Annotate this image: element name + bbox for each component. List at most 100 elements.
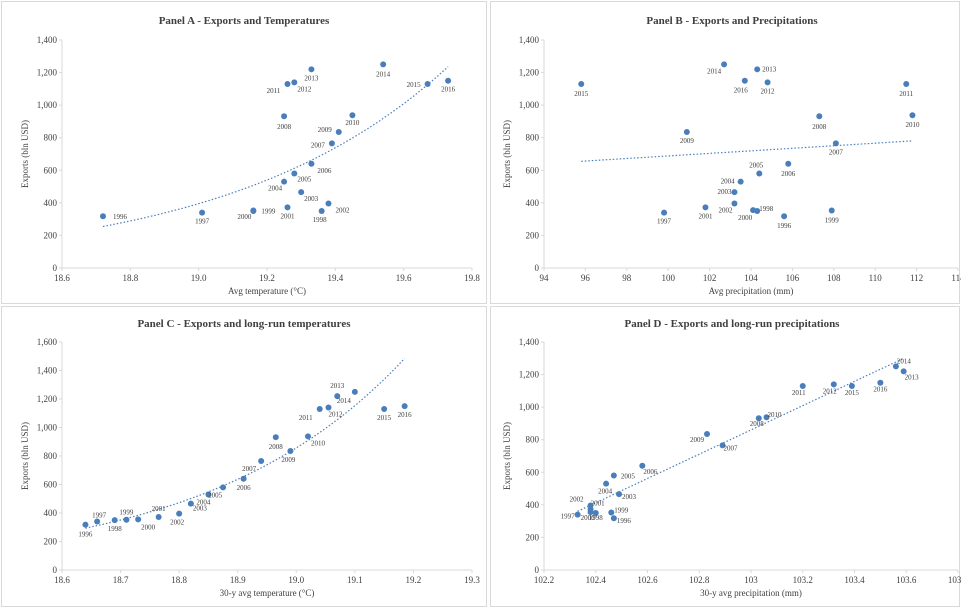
- panel-a-point-label-2014: 2014: [376, 70, 391, 78]
- panel-d-y-tick-label: 400: [526, 500, 540, 510]
- panel-b-point-label-2011: 2011: [899, 90, 913, 98]
- panel-b-x-tick-label: 94: [540, 273, 550, 283]
- panel-c-point-2007: [258, 457, 265, 464]
- panel-d-point-label-2001: 2001: [591, 499, 606, 507]
- panel-b-x-tick-label: 100: [661, 273, 675, 283]
- panel-b-y-tick-label: 800: [526, 133, 540, 143]
- panel-c-point-label-2001: 2001: [152, 505, 167, 513]
- panel-b-point-label-2010: 2010: [905, 121, 920, 129]
- panel-b-y-axis-label: Exports (bln USD): [502, 120, 512, 188]
- panel-d-point-label-2011: 2011: [792, 389, 806, 397]
- panel-c-point-label-2013: 2013: [330, 382, 345, 390]
- panel-c-point-2000: [135, 516, 142, 523]
- panel-d-x-axis-label: 30-y avg precipitation (mm): [700, 588, 802, 598]
- panel-a-point-label-2013: 2013: [304, 74, 319, 82]
- panel-c-y-tick-label: 1,600: [37, 337, 58, 347]
- panel-b-y-tick-label: 1,000: [519, 100, 540, 110]
- panel-c-point-2012: [325, 404, 332, 411]
- panel-c-y-tick-label: 600: [44, 480, 58, 490]
- panel-a-point-label-2010: 2010: [345, 119, 360, 127]
- panel-c-point-label-1997: 1997: [92, 512, 107, 520]
- panel-d-y-tick-label: 1,200: [519, 370, 540, 380]
- panel-b-y-tick-label: 1,400: [519, 35, 540, 45]
- panel-d-x-tick-label: 102.2: [534, 575, 554, 585]
- panel-c-point-label-1996: 1996: [78, 531, 93, 539]
- panel-a-point-label-2005: 2005: [297, 176, 312, 184]
- panel-b-point-1996: [781, 213, 788, 220]
- panel-d-x-tick-label: 103.4: [844, 575, 865, 585]
- panel-a-point-2016: [445, 77, 452, 84]
- panel-c-x-tick-label: 18.9: [230, 575, 246, 585]
- panel-d-y-tick-label: 800: [526, 435, 540, 445]
- panel-b-x-axis-label: Avg precipitation (mm): [709, 286, 794, 296]
- panel-c-point-2015: [381, 405, 388, 412]
- panel-c-point-label-1998: 1998: [108, 525, 123, 533]
- panel-a-point-1998: [318, 208, 325, 214]
- panel-a-point-label-2016: 2016: [441, 86, 456, 94]
- panel-d-x-tick-label: 102.4: [586, 575, 607, 585]
- panel-d-point-label-1996: 1996: [617, 517, 632, 525]
- panel-a-x-tick-label: 19.8: [464, 273, 480, 283]
- panel-c-y-tick-label: 1,000: [37, 423, 58, 433]
- panel-c-point-2006: [240, 475, 247, 482]
- panel-d-y-tick-label: 200: [526, 532, 540, 542]
- panel-a-title: Panel A - Exports and Temperatures: [159, 15, 330, 27]
- panel-a-point-label-2012: 2012: [297, 85, 312, 93]
- panel-c-x-tick-label: 18.6: [54, 575, 70, 585]
- panel-c-point-label-2008: 2008: [269, 443, 284, 451]
- panel-a-point-2001: [284, 204, 291, 211]
- panel-b-x-tick-label: 110: [869, 273, 883, 283]
- panel-a-point-label-1996: 1996: [113, 213, 128, 221]
- panel-a-trendline: [102, 66, 449, 228]
- panel-b-point-2006: [785, 160, 792, 167]
- panel-a-point-2006: [308, 160, 315, 167]
- panel-d-point-1998: [592, 510, 599, 516]
- panel-b-x-tick-label: 106: [786, 273, 800, 283]
- panel-c-trendline: [85, 357, 406, 529]
- panel-c-point-label-2010: 2010: [311, 439, 326, 447]
- panel-b-title: Panel B - Exports and Precipitations: [646, 15, 818, 27]
- panel-a-x-tick-label: 18.6: [54, 273, 70, 283]
- panel-d-point-label-1998: 1998: [589, 514, 604, 522]
- panel-b-point-2010: [909, 112, 916, 119]
- panel-c-y-tick-label: 400: [44, 508, 58, 518]
- panel-b-point-label-2015: 2015: [574, 90, 589, 98]
- panel-b-point-2012: [764, 79, 771, 86]
- panel-b-point-label-2013: 2013: [762, 65, 777, 73]
- panel-b-point-2004: [737, 178, 744, 185]
- panel-c-x-tick-label: 18.8: [171, 575, 187, 585]
- panel-a-point-label-2008: 2008: [277, 123, 292, 131]
- panel-d-point-2006: [639, 462, 646, 469]
- panel-a-point-label-2003: 2003: [304, 195, 319, 203]
- panel-a-x-tick-label: 18.8: [122, 273, 138, 283]
- panel-a-point-label-2011: 2011: [267, 87, 281, 95]
- panel-c-y-tick-label: 1,400: [37, 366, 58, 376]
- panel-d-point-label-1997: 1997: [561, 513, 576, 521]
- panel-b-y-tick-label: 200: [526, 230, 540, 240]
- panel-c-y-axis-label: Exports (bln USD): [20, 422, 30, 490]
- panel-d-x-tick-label: 103: [744, 575, 758, 585]
- panel-c-point-2002: [176, 510, 183, 517]
- panel-a-x-tick-label: 19.0: [191, 273, 207, 283]
- panel-c-point-label-2006: 2006: [237, 484, 252, 492]
- panel-b-point-2003: [731, 189, 738, 196]
- panel-b-point-label-2014: 2014: [707, 67, 722, 75]
- panel-a-point-2007: [328, 140, 335, 147]
- panel-b-point-1997: [661, 209, 668, 216]
- panel-d-point-2012: [830, 381, 837, 388]
- panel-a-y-tick-label: 1,400: [37, 35, 58, 45]
- panel-b-trendline: [581, 140, 913, 162]
- panel-c-point-2009: [287, 448, 294, 455]
- panel-a-point-2014: [380, 61, 387, 68]
- panel-a-point-2009: [335, 129, 342, 136]
- panel-c-point-2010: [305, 433, 311, 440]
- panel-c-y-tick-label: 0: [53, 565, 58, 575]
- panel-d-x-tick-label: 102.8: [689, 575, 710, 585]
- panel-b-x-tick-label: 96: [581, 273, 591, 283]
- panel-a-frame: [1, 1, 487, 304]
- panel-b-point-2000: [750, 207, 757, 214]
- panel-c-point-label-2015: 2015: [377, 414, 392, 422]
- panel-b-point-label-1996: 1996: [777, 222, 792, 230]
- panel-b-point-label-2000: 2000: [738, 214, 753, 222]
